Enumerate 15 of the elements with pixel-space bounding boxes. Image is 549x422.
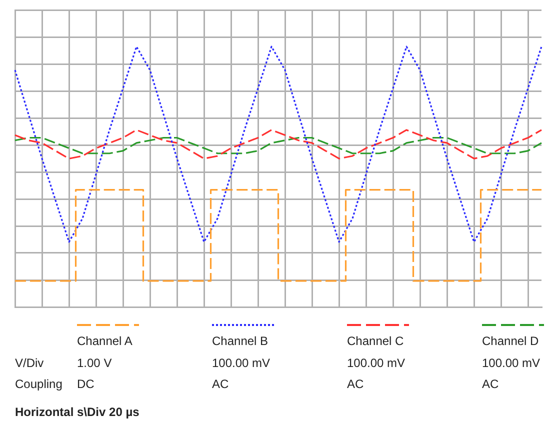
text: AC <box>347 377 364 391</box>
text: 100.00 mV <box>482 356 540 370</box>
text: AC <box>482 377 499 391</box>
legend-label: Channel B <box>212 334 268 348</box>
text: 100.00 mV <box>212 356 270 370</box>
text: Horizontal s\Div 20 µs <box>15 405 140 419</box>
text: 1.00 V <box>77 356 112 370</box>
text: 100.00 mV <box>347 356 406 370</box>
text: V/Div <box>15 356 44 370</box>
legend-label: Channel C <box>347 334 404 348</box>
text: DC <box>77 377 94 391</box>
legend-label: Channel D <box>482 334 539 348</box>
text: Coupling <box>15 377 62 391</box>
text: AC <box>212 377 229 391</box>
legend-label: Channel A <box>77 334 132 348</box>
